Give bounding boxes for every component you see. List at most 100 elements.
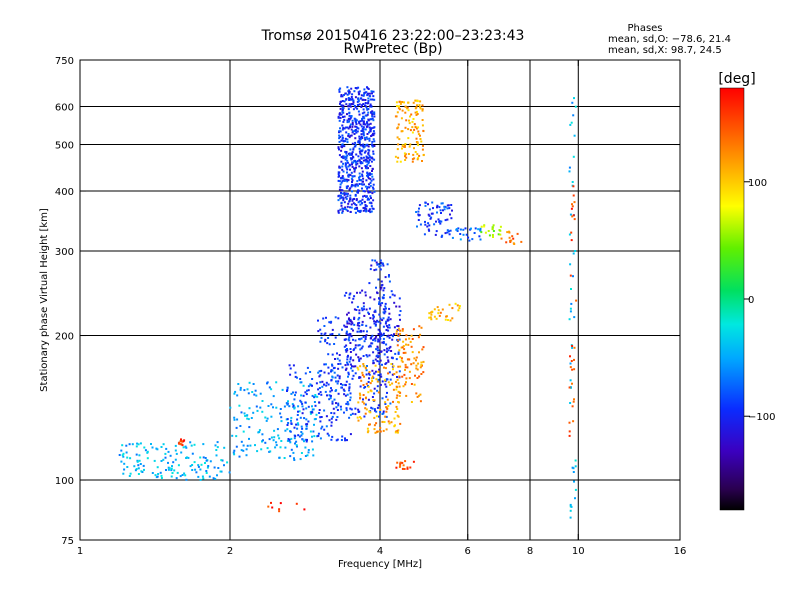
data-point <box>382 337 385 340</box>
data-point <box>363 415 366 418</box>
data-point <box>367 430 370 433</box>
data-point <box>319 328 322 331</box>
data-point <box>259 406 262 409</box>
data-point <box>484 231 487 234</box>
data-point <box>354 161 357 164</box>
data-point <box>376 360 379 363</box>
data-point <box>236 418 239 421</box>
data-point <box>297 423 300 426</box>
data-point <box>305 427 308 430</box>
data-point <box>395 396 398 399</box>
data-point <box>401 328 404 331</box>
data-point <box>323 409 326 412</box>
data-point <box>143 446 146 449</box>
data-point <box>311 405 313 408</box>
data-point <box>374 339 377 342</box>
data-point <box>404 460 407 463</box>
data-point <box>187 456 190 459</box>
data-point <box>357 191 359 194</box>
data-point <box>387 316 390 319</box>
data-point <box>349 148 352 151</box>
data-point <box>319 420 322 423</box>
data-point <box>382 410 385 413</box>
data-point <box>356 180 359 183</box>
data-point <box>367 381 370 383</box>
data-point <box>243 389 246 392</box>
data-point <box>333 343 336 345</box>
data-point <box>338 140 341 143</box>
data-point <box>181 444 184 447</box>
data-point <box>419 138 422 140</box>
data-point <box>570 360 573 362</box>
data-point <box>361 371 364 374</box>
data-point <box>297 434 300 437</box>
data-point <box>233 418 236 421</box>
data-point <box>372 317 375 320</box>
data-point <box>388 336 391 339</box>
data-point <box>246 388 249 391</box>
data-point <box>397 123 400 126</box>
data-point <box>451 317 454 320</box>
data-point <box>341 108 344 111</box>
data-point <box>162 458 165 461</box>
data-point <box>381 302 384 305</box>
data-point <box>416 395 419 398</box>
data-point <box>279 502 282 505</box>
data-point <box>362 131 365 134</box>
data-point <box>509 239 512 242</box>
data-point <box>430 216 433 219</box>
data-point <box>347 133 350 135</box>
data-point <box>402 385 405 388</box>
data-point <box>491 234 494 236</box>
data-point <box>344 163 347 166</box>
data-point <box>568 166 571 169</box>
data-point <box>194 468 197 471</box>
data-point <box>205 472 208 474</box>
data-point <box>346 86 349 89</box>
data-point <box>413 123 416 126</box>
data-point <box>348 114 351 117</box>
data-points <box>118 86 578 519</box>
data-point <box>569 379 572 382</box>
data-point <box>368 410 371 413</box>
data-point <box>573 480 575 483</box>
data-point <box>296 418 299 421</box>
data-point <box>399 422 402 425</box>
data-point <box>349 413 352 416</box>
data-point <box>313 401 316 403</box>
data-point <box>351 93 354 96</box>
data-point <box>249 444 252 447</box>
data-point <box>362 94 365 97</box>
data-point <box>305 393 308 396</box>
data-point <box>346 126 349 129</box>
data-point <box>443 208 446 211</box>
data-point <box>137 443 140 446</box>
data-point <box>240 440 243 443</box>
data-point <box>393 333 395 336</box>
data-point <box>138 459 141 462</box>
data-point <box>350 327 353 330</box>
data-point <box>368 377 370 380</box>
data-point <box>410 383 413 385</box>
data-point <box>417 156 420 159</box>
data-point <box>248 437 250 440</box>
data-point <box>235 445 238 448</box>
data-point <box>361 117 363 120</box>
data-point <box>311 408 314 411</box>
data-point <box>380 333 383 336</box>
data-point <box>369 382 372 385</box>
data-point <box>274 446 277 449</box>
data-point <box>348 389 351 392</box>
data-point <box>392 368 394 371</box>
data-point <box>237 383 240 385</box>
data-point <box>323 333 326 336</box>
data-point <box>306 389 308 392</box>
data-point <box>252 383 255 385</box>
data-point <box>409 115 411 118</box>
data-point <box>367 148 370 151</box>
data-point <box>216 441 219 444</box>
data-point <box>512 242 515 245</box>
data-point <box>338 175 341 177</box>
data-point <box>223 446 226 449</box>
data-point <box>384 415 387 418</box>
